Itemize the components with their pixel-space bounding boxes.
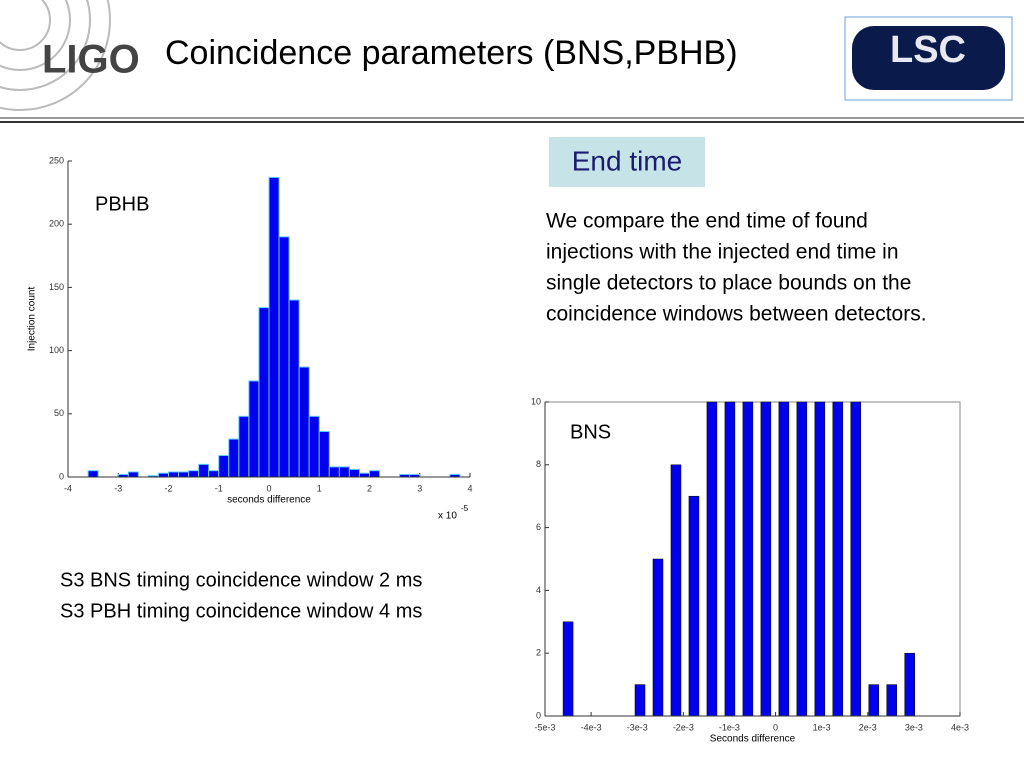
bar <box>886 684 898 717</box>
histogram-bar <box>358 472 371 478</box>
bar <box>796 401 808 717</box>
histogram-bar <box>328 466 340 478</box>
y-tick-label: 100 <box>49 345 64 355</box>
bar <box>850 401 862 717</box>
logo-badge <box>852 26 1005 90</box>
histogram-bar <box>208 470 220 478</box>
x-tick-label: 4e-3 <box>951 722 969 732</box>
y-tick-label: 50 <box>54 408 64 418</box>
y-tick-label: 200 <box>49 219 64 229</box>
bar <box>742 401 754 717</box>
x-tick-label: 1e-3 <box>813 722 831 732</box>
x-multiplier: x 10 <box>438 511 457 522</box>
histogram-bar <box>288 299 300 478</box>
histogram-bar <box>87 470 99 478</box>
bar <box>778 401 790 717</box>
bar <box>832 401 844 717</box>
slide-title: Coincidence parameters (BNS,PBHB) <box>165 34 738 72</box>
y-tick-label: 2 <box>536 648 541 658</box>
x-tick-label: 0 <box>266 483 271 493</box>
x-tick-label: -2 <box>164 483 172 493</box>
x-axis-label: Seconds difference <box>710 734 796 745</box>
histogram-bar <box>218 455 230 478</box>
histogram-bar <box>258 307 270 478</box>
y-tick-label: 150 <box>49 282 64 292</box>
note-line: S3 BNS timing coincidence window 2 ms <box>60 569 422 591</box>
x-tick-label: -3e-3 <box>627 722 648 732</box>
section-label: End time <box>572 145 683 176</box>
histogram-bar <box>178 471 190 478</box>
bar <box>562 621 574 717</box>
y-tick-label: 0 <box>59 471 64 481</box>
y-tick-label: 4 <box>536 585 541 595</box>
y-tick-label: 250 <box>49 155 64 165</box>
body-line: injections with the injected end time in <box>546 241 899 264</box>
x-tick-label: 3e-3 <box>905 722 923 732</box>
x-tick-label: 4 <box>467 483 472 493</box>
bar <box>652 558 664 717</box>
bar <box>634 684 646 717</box>
x-tick-label: 0 <box>773 722 778 732</box>
x-tick-label: 2 <box>367 483 372 493</box>
bar <box>814 401 826 717</box>
histogram-bar <box>369 470 381 478</box>
header-swirl <box>0 0 111 111</box>
y-tick-label: 8 <box>536 459 541 469</box>
chart-label: BNS <box>570 421 611 443</box>
histogram-bar <box>238 415 250 478</box>
logo-left: LIGO <box>42 38 140 82</box>
body-line: We compare the end time of found <box>546 210 868 233</box>
histogram-bar <box>348 468 360 478</box>
chart-label: PBHB <box>95 193 149 215</box>
logo-right: LSC <box>890 29 966 71</box>
histogram-bar <box>127 471 139 478</box>
bar <box>670 464 682 717</box>
bar <box>706 401 718 717</box>
histogram-bar <box>278 236 290 478</box>
body-line: single detectors to place bounds on the <box>546 272 911 295</box>
x-tick-label: -4 <box>64 483 72 493</box>
histogram-bar <box>168 471 180 478</box>
histogram-bar <box>198 463 210 478</box>
x-tick-label: 1 <box>317 483 322 493</box>
x-tick-label: -1 <box>215 483 223 493</box>
x-tick-label: 3 <box>417 483 422 493</box>
x-tick-label: -2e-3 <box>673 722 694 732</box>
bar <box>904 652 915 717</box>
x-axis-label: seconds difference <box>227 495 311 506</box>
bar <box>868 684 880 717</box>
x-tick-label: 2e-3 <box>859 722 877 732</box>
histogram-bar <box>298 366 310 478</box>
histogram-bar <box>157 472 169 478</box>
y-tick-label: 10 <box>531 396 541 406</box>
bar <box>688 495 700 717</box>
bar <box>724 401 736 717</box>
y-tick-label: 6 <box>536 522 541 532</box>
x-tick-label: -4e-3 <box>581 722 602 732</box>
body-line: coincidence windows between detectors. <box>546 303 927 326</box>
x-tick-label: -1e-3 <box>719 722 740 732</box>
x-multiplier-exponent: -5 <box>461 504 469 513</box>
note-line: S3 PBH timing coincidence window 4 ms <box>60 600 422 622</box>
y-axis-label: Injection count <box>27 287 38 352</box>
x-tick-label: -3 <box>114 483 122 493</box>
histogram-bar <box>228 438 240 478</box>
histogram-bar <box>248 380 260 478</box>
histogram-bar <box>308 415 320 478</box>
histogram-bar <box>188 470 200 478</box>
histogram-bar <box>318 430 330 478</box>
y-tick-label: 0 <box>536 710 541 720</box>
bar <box>760 401 772 717</box>
body-text: We compare the end time of found injectio… <box>60 210 927 623</box>
section-box <box>549 137 705 187</box>
x-tick-label: -5e-3 <box>534 722 555 732</box>
histogram-bar <box>338 466 350 478</box>
histogram-bar <box>268 176 280 478</box>
